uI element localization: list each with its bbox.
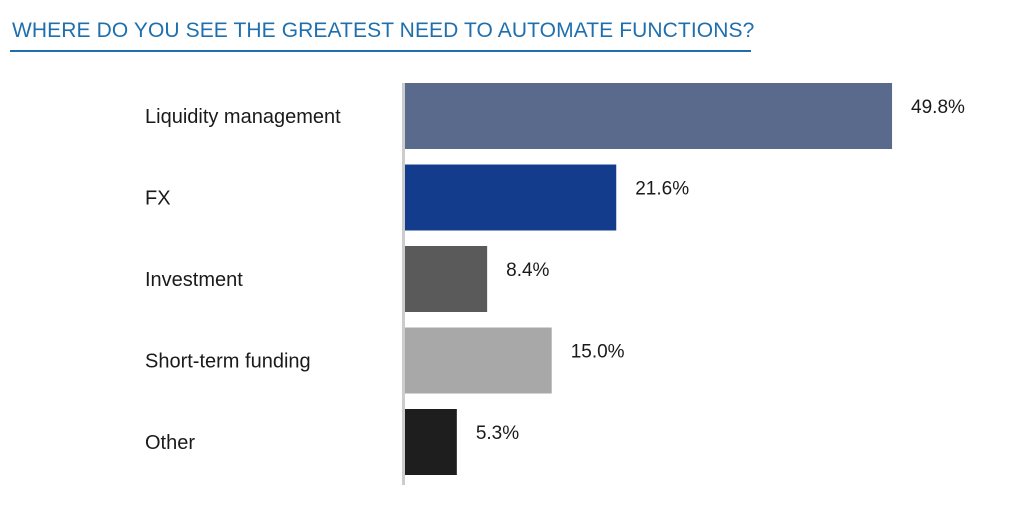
bar: [405, 246, 488, 312]
bars: [405, 83, 893, 475]
value-label: 21.6%: [635, 179, 689, 200]
value-label: 5.3%: [476, 423, 519, 444]
title-underline: [10, 50, 751, 52]
category-label: Short-term funding: [145, 351, 311, 373]
bar: [405, 409, 457, 475]
bar: [405, 164, 617, 231]
value-label: 15.0%: [571, 342, 625, 363]
bar: [405, 83, 893, 149]
category-labels: Liquidity management FX Investment Short-te…: [145, 106, 341, 454]
value-label: 8.4%: [506, 260, 549, 281]
category-label: Other: [145, 432, 195, 454]
category-label: Liquidity management: [145, 106, 341, 128]
value-label: 49.8%: [911, 97, 965, 118]
y-axis-line: [402, 83, 405, 485]
category-label: Investment: [145, 269, 243, 291]
bar: [405, 327, 552, 394]
chart-title: WHERE DO YOU SEE THE GREATEST NEED TO AU…: [12, 19, 755, 42]
category-label: FX: [145, 188, 171, 210]
value-labels: 49.8% 21.6% 8.4% 15.0% 5.3%: [476, 97, 965, 444]
